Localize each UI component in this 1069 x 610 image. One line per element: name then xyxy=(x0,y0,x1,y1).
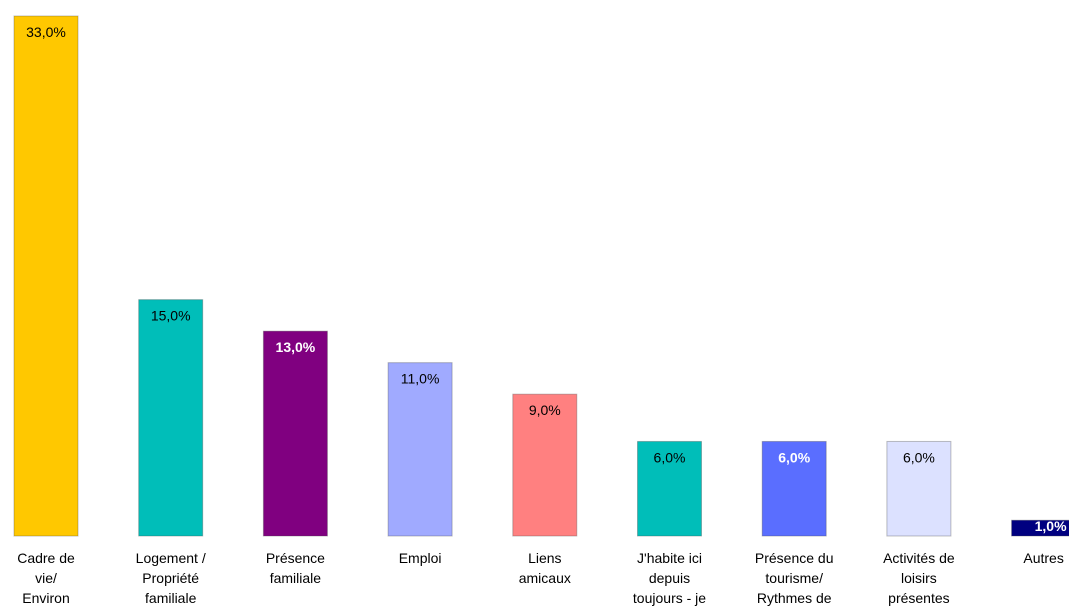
value-label-4: 11,0% xyxy=(401,371,440,387)
value-label-8: 6,0% xyxy=(903,449,935,465)
bar-1 xyxy=(13,15,79,537)
value-label-6: 6,0% xyxy=(654,449,686,465)
bar-3 xyxy=(262,330,328,537)
value-label-2: 15,0% xyxy=(151,308,191,324)
bar-2 xyxy=(138,299,204,537)
bar-4 xyxy=(387,362,453,537)
bar-5 xyxy=(512,393,578,537)
bar-9 xyxy=(1011,519,1069,537)
category-label-8: Activités de loisirs présentes xyxy=(883,550,955,606)
category-label-5: Liens amicaux xyxy=(519,550,571,586)
value-label-5: 9,0% xyxy=(529,402,561,418)
value-label-1: 33,0% xyxy=(26,24,66,40)
category-label-1: Cadre de vie/Environ xyxy=(17,550,75,606)
value-label-3: 13,0% xyxy=(276,339,316,355)
value-label-7: 6,0% xyxy=(778,449,810,465)
bar-8 xyxy=(886,440,952,537)
category-label-3: Présence familiale xyxy=(266,550,325,586)
category-label-4: Emploi xyxy=(399,550,442,566)
category-label-2: Logement / Propriété familiale xyxy=(136,550,206,606)
category-label-6: J'habite ici depuis toujours - je xyxy=(633,550,706,606)
bar-6 xyxy=(637,440,702,537)
bar-7 xyxy=(761,440,827,537)
value-label-9: 1,0% xyxy=(1035,518,1067,534)
category-label-9: Autres xyxy=(1023,550,1063,566)
category-label-7: Présence du tourisme/Rythmes de xyxy=(755,550,834,606)
